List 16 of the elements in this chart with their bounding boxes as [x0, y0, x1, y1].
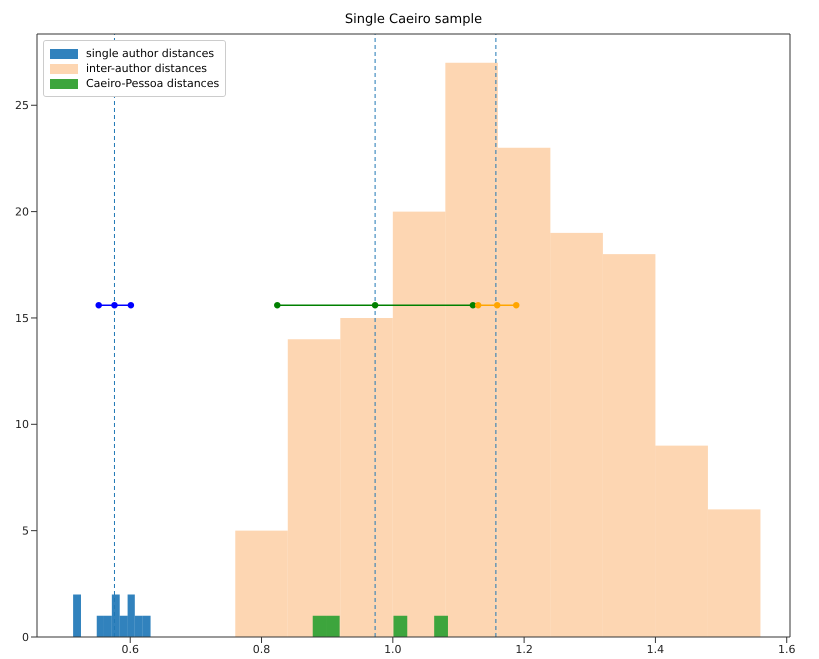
x-tick-label: 0.8 [252, 642, 270, 656]
x-tick-label: 1.6 [778, 642, 796, 656]
y-tick-label: 5 [22, 524, 29, 538]
legend-label: Caeiro-Pessoa distances [86, 77, 220, 90]
y-tick-label: 20 [15, 206, 29, 219]
y-tick-label: 25 [15, 99, 29, 112]
legend-label: inter-author distances [86, 62, 207, 75]
y-tick-label: 15 [15, 312, 29, 325]
legend-label: single author distances [86, 47, 214, 60]
x-tick-label: 0.6 [121, 642, 139, 656]
y-tick-label: 10 [15, 418, 29, 432]
chart-title: Single Caeiro sample [344, 12, 484, 27]
y-tick-label: 0 [22, 630, 29, 644]
x-tick-label: 1.4 [646, 642, 664, 656]
x-tick-label: 1.2 [515, 642, 533, 656]
x-tick-label: 1.0 [384, 642, 402, 656]
